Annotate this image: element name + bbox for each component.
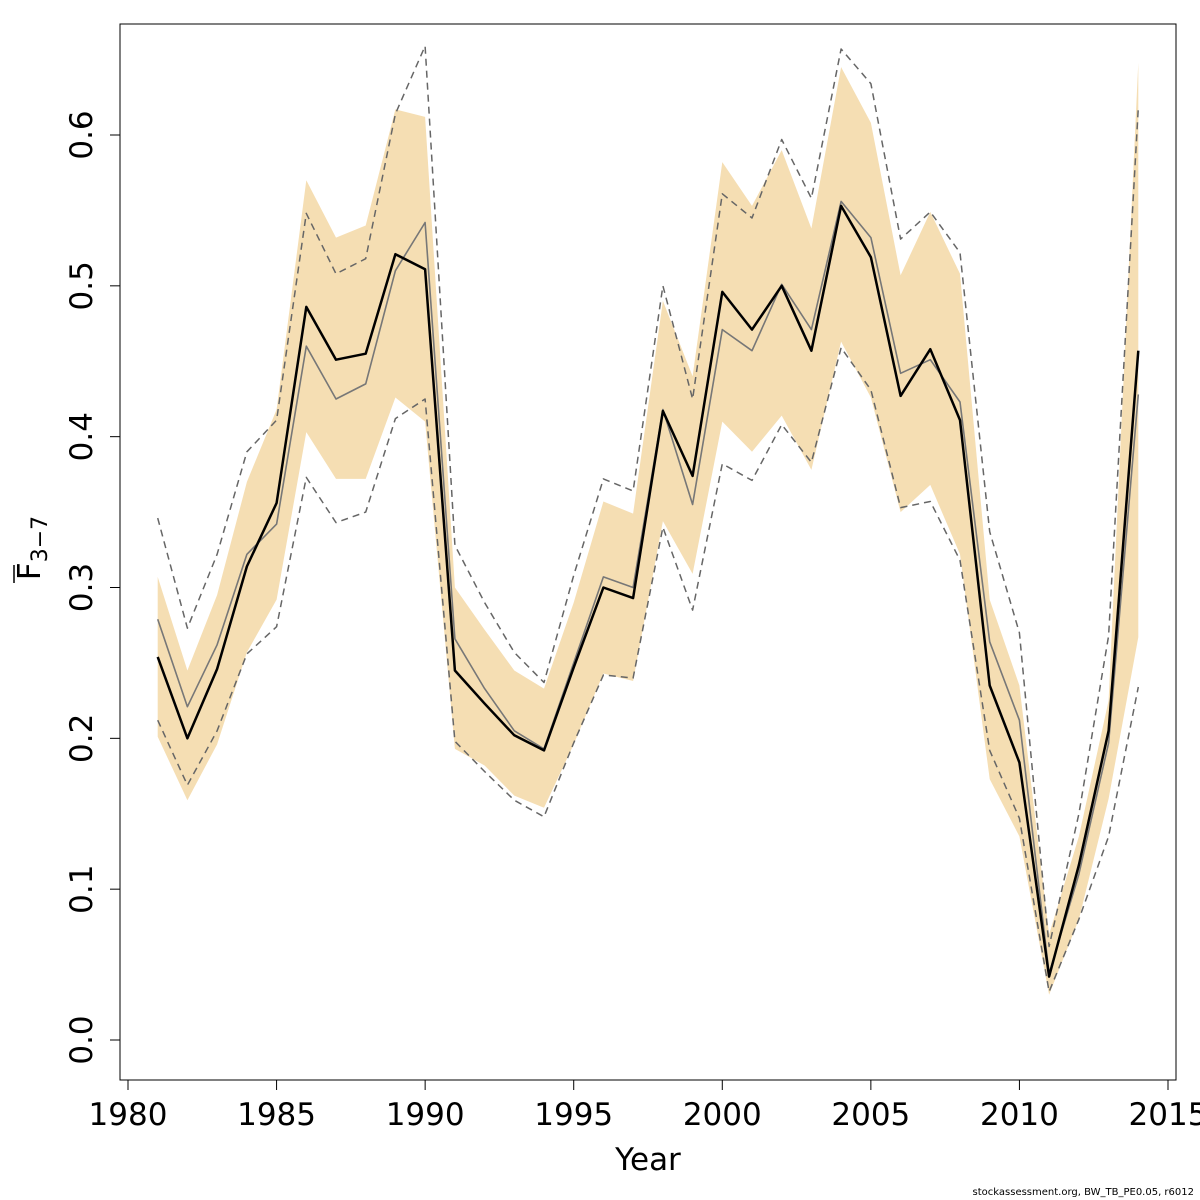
x-axis: 1980 1985 1990 1995 2000 2005 2010 2015 [89, 1079, 1200, 1133]
series-line-layer [156, 45, 1140, 993]
y-tick-label: 0.2 [64, 714, 100, 763]
x-tick-label: 2000 [683, 1097, 762, 1133]
confidence-band [157, 62, 1139, 995]
confidence-band-layer [157, 62, 1139, 995]
x-tick-label: 1990 [386, 1097, 465, 1133]
x-tick-label: 1995 [534, 1097, 613, 1133]
series-line-dashed-lower [157, 346, 1140, 993]
y-tick-label: 0.1 [64, 865, 100, 914]
y-axis-title-main: F [12, 562, 48, 580]
y-tick-label: 0.0 [64, 1015, 100, 1064]
x-tick-label: 2010 [980, 1097, 1059, 1133]
series-line-estimate [156, 204, 1140, 978]
x-axis-title: Year [614, 1142, 681, 1178]
x-tick-label: 2015 [1129, 1097, 1200, 1133]
y-axis-title-sub: 3−7 [28, 516, 53, 562]
series-line-dashed-upper [156, 45, 1140, 948]
x-tick-label: 2005 [831, 1097, 910, 1133]
y-tick-label: 0.3 [64, 563, 100, 612]
y-tick-label: 0.6 [64, 110, 100, 159]
x-tick-label: 1980 [89, 1097, 168, 1133]
y-tick-label: 0.4 [64, 412, 100, 461]
svg-text:F3−7: F3−7 [12, 516, 53, 580]
y-axis: 0.0 0.1 0.2 0.3 0.4 0.5 0.6 [64, 110, 121, 1065]
x-tick-label: 1985 [237, 1097, 316, 1133]
y-axis-title: F3−7 [12, 516, 53, 583]
y-tick-label: 0.5 [64, 261, 100, 310]
footer-credit: stockassessment.org, BW_TB_PE0.05, r6012 [972, 1187, 1194, 1198]
